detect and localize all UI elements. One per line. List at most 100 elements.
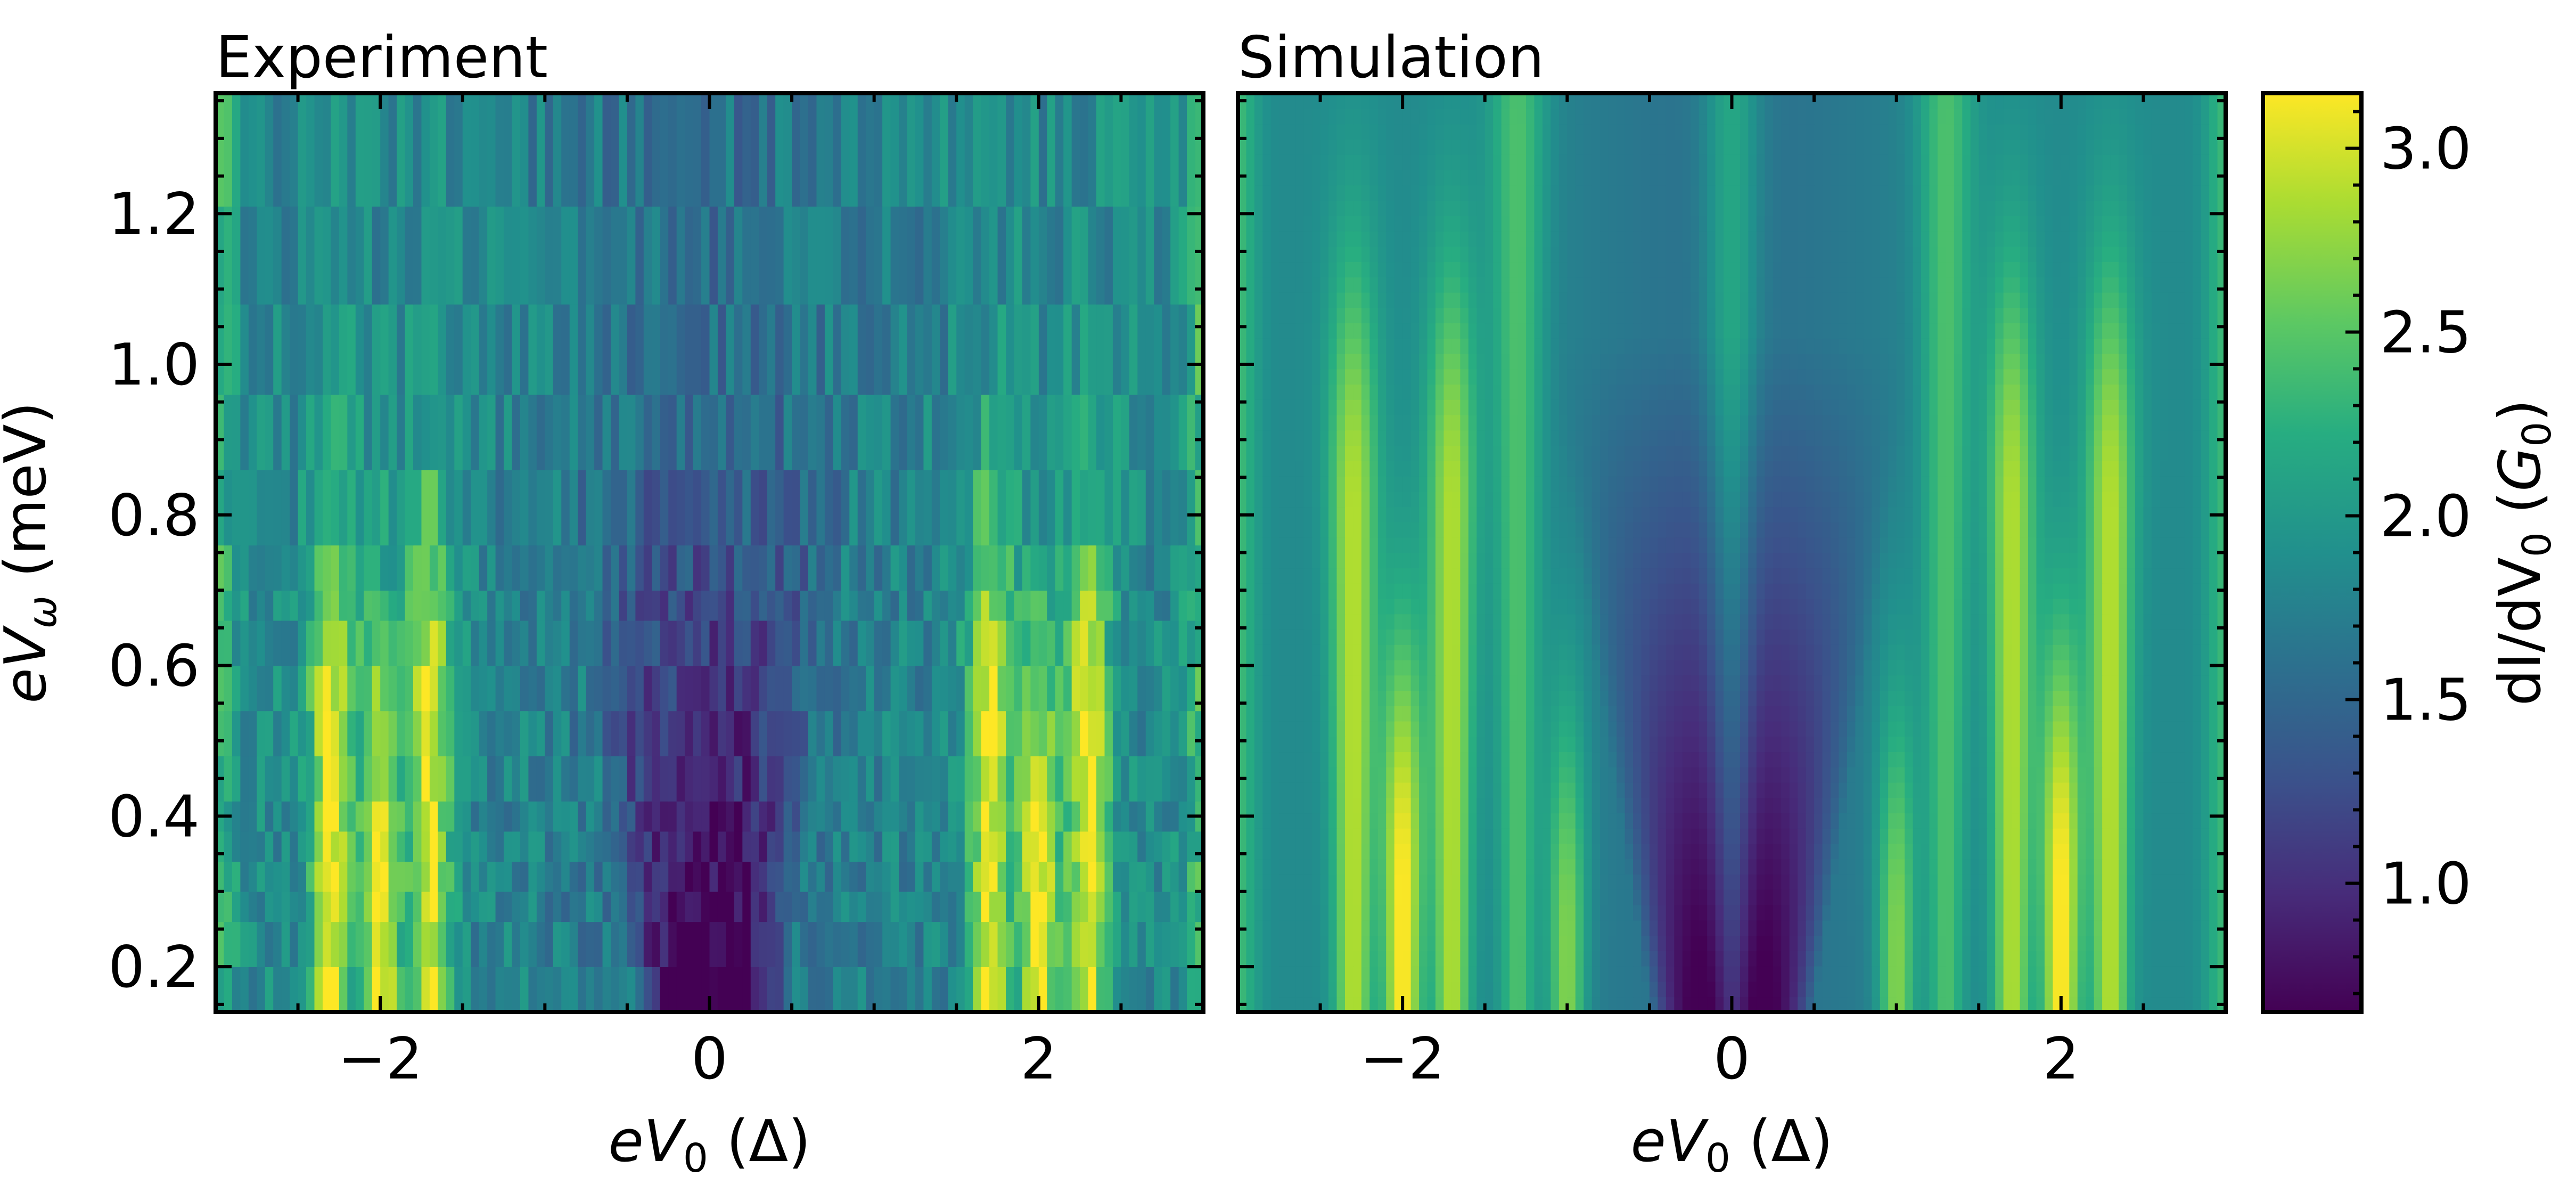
heatmap-cell (890, 861, 899, 892)
heatmap-cell (2020, 935, 2029, 951)
heatmap-cell (1658, 675, 1667, 691)
heatmap-cell (2143, 996, 2152, 1012)
heatmap-cell (1995, 935, 2004, 951)
heatmap-cell (265, 304, 274, 395)
heatmap-cell (1625, 736, 1634, 753)
heatmap-cell (1517, 813, 1527, 829)
heatmap-cell (1633, 859, 1642, 875)
heatmap-cell (1905, 751, 1914, 767)
heatmap-cell (413, 93, 422, 207)
heatmap-cell (569, 710, 578, 757)
heatmap-cell (1831, 751, 1840, 767)
heatmap-cell (298, 801, 307, 832)
heatmap-cell (405, 206, 414, 305)
heatmap-cell (1542, 675, 1552, 691)
heatmap-cell (1104, 831, 1113, 862)
heatmap-cell (1254, 904, 1264, 921)
heatmap-cell (2061, 966, 2070, 982)
heatmap-cell (216, 590, 225, 621)
heatmap-cell (816, 206, 825, 305)
heatmap-cell (1748, 874, 1757, 890)
heatmap-cell (2143, 874, 2152, 890)
heatmap-cell (2077, 828, 2087, 844)
heatmap-cell (1468, 874, 1478, 890)
heatmap-cell (1929, 981, 1938, 998)
heatmap-cell (767, 710, 776, 757)
heatmap-cell (1295, 797, 1305, 814)
heatmap-cell (1145, 831, 1155, 862)
heatmap-cell (750, 665, 760, 712)
heatmap-cell (306, 620, 315, 666)
heatmap-cell (668, 620, 677, 666)
heatmap-cell (750, 469, 760, 546)
heatmap-cell (1328, 951, 1338, 967)
heatmap-cell (2193, 996, 2202, 1012)
heatmap-cell (1419, 966, 1428, 982)
heatmap-cell (1888, 843, 1897, 860)
heatmap-cell (1831, 920, 1840, 936)
heatmap-cell (1855, 782, 1864, 798)
heatmap-cell (857, 756, 867, 802)
heatmap-cell (635, 469, 644, 546)
heatmap-cell (1509, 920, 1519, 936)
heatmap-cell (824, 620, 834, 666)
heatmap-cell (1625, 644, 1634, 660)
heatmap-cell (1526, 659, 1535, 676)
heatmap-cell (1674, 644, 1683, 660)
heatmap-cell (1649, 721, 1659, 737)
heatmap-cell (1699, 706, 1708, 722)
heatmap-cell (1394, 874, 1403, 890)
heatmap-cell (1987, 966, 1996, 982)
heatmap-cell (1443, 797, 1453, 814)
heatmap-cell (2094, 981, 2103, 998)
heatmap-cell (726, 620, 735, 666)
heatmap-cell (1855, 813, 1864, 829)
heatmap-cell (421, 206, 430, 305)
heatmap-cell (1765, 981, 1774, 998)
heatmap-cell (380, 469, 389, 546)
heatmap-cell (2061, 981, 2070, 998)
heatmap-cell (257, 590, 266, 621)
heatmap-cell (1806, 797, 1815, 814)
heatmap-cell (1443, 889, 1453, 905)
heatmap-cell (1047, 801, 1056, 832)
heatmap-cell (1732, 951, 1741, 967)
heatmap-cell (1484, 951, 1494, 967)
heatmap-cell (1987, 782, 1996, 798)
heatmap-cell (462, 801, 472, 832)
heatmap-cell (454, 665, 463, 712)
heatmap-cell (1806, 782, 1815, 798)
heatmap-cell (1822, 706, 1831, 722)
heatmap-cell (1888, 721, 1897, 737)
heatmap-cell (2069, 721, 2078, 737)
heatmap-cell (594, 756, 603, 802)
heatmap-cell (322, 93, 332, 207)
heatmap-cell (1443, 782, 1453, 798)
heatmap-cell (1641, 904, 1650, 921)
heatmap-cell (1600, 966, 1609, 982)
heatmap-cell (1377, 843, 1387, 860)
heatmap-cell (709, 921, 718, 967)
heatmap-cell (2119, 904, 2128, 921)
heatmap-cell (504, 861, 513, 892)
heatmap-cell (1756, 644, 1766, 660)
heatmap-cell (800, 756, 809, 802)
heatmap-cell (2069, 736, 2078, 753)
heatmap-cell (512, 545, 521, 591)
heatmap-cell (1287, 981, 1297, 998)
heatmap-cell (2201, 782, 2210, 798)
heatmap-cell (1476, 889, 1486, 905)
heatmap-cell (1377, 736, 1387, 753)
heatmap-cell (841, 967, 850, 1012)
heatmap-cell (1575, 690, 1585, 706)
heatmap-cell (726, 590, 735, 621)
heatmap-cell (306, 469, 315, 546)
heatmap-cell (586, 756, 595, 802)
heatmap-cell (652, 967, 661, 1012)
heatmap-cell (2168, 874, 2177, 890)
heatmap-cell (1254, 659, 1264, 676)
heatmap-cell (1353, 690, 1362, 706)
heatmap-cell (2110, 659, 2119, 676)
heatmap-cell (635, 206, 644, 305)
heatmap-cell (997, 921, 1006, 967)
